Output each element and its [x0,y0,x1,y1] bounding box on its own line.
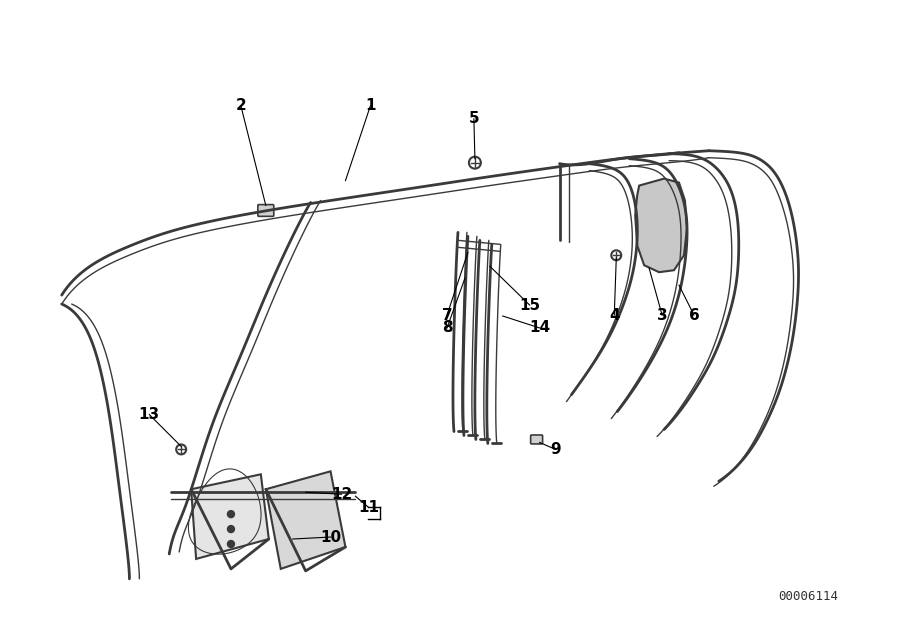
FancyBboxPatch shape [257,204,274,217]
Text: 13: 13 [139,407,160,422]
Text: 8: 8 [442,321,453,335]
Text: 10: 10 [320,530,341,545]
Text: 7: 7 [442,307,453,323]
Text: 9: 9 [550,442,561,457]
Text: 1: 1 [365,98,375,114]
Polygon shape [266,471,346,569]
Circle shape [228,511,234,518]
Text: 5: 5 [469,111,479,126]
Polygon shape [635,178,687,272]
Text: 12: 12 [331,486,352,502]
Circle shape [228,540,234,547]
Text: 15: 15 [519,298,540,312]
Polygon shape [191,474,269,559]
Text: 11: 11 [358,500,379,514]
FancyBboxPatch shape [531,435,543,444]
Text: 00006114: 00006114 [778,591,839,603]
Text: 6: 6 [688,307,699,323]
Text: 3: 3 [657,307,668,323]
Text: 14: 14 [529,321,550,335]
Text: 2: 2 [236,98,247,114]
Text: 4: 4 [609,307,619,323]
Circle shape [228,526,234,533]
